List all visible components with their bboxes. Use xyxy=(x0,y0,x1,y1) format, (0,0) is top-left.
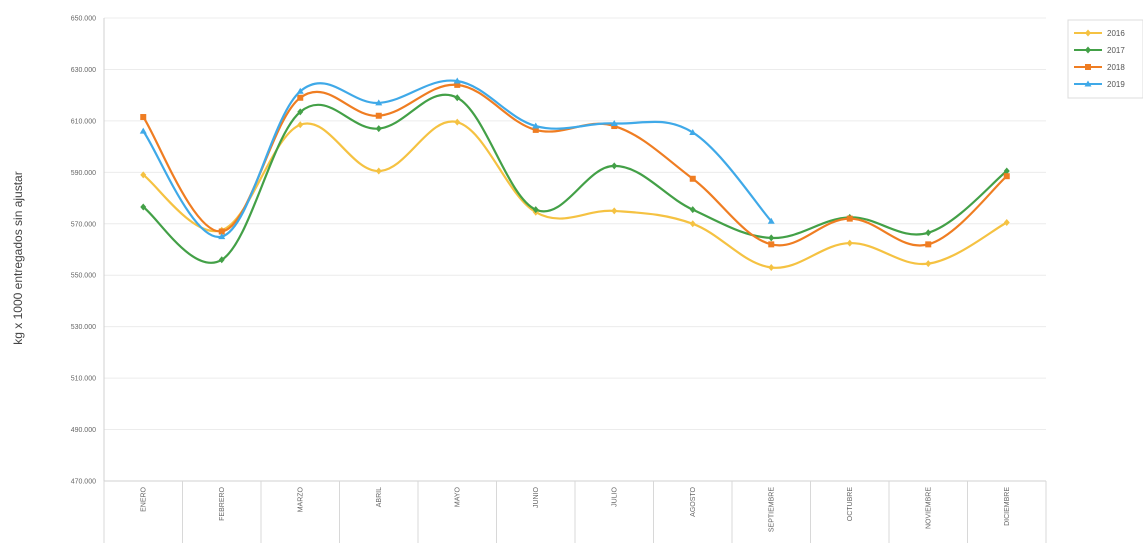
x-tick-label: OCTUBRE xyxy=(847,487,854,522)
data-point-2018 xyxy=(925,241,932,248)
legend-label: 2016 xyxy=(1107,29,1125,38)
y-tick-label: 590.000 xyxy=(71,170,96,177)
data-point-2017 xyxy=(375,125,382,133)
data-point-2019 xyxy=(375,99,383,106)
data-point-2017 xyxy=(768,234,775,242)
legend-marker xyxy=(1085,46,1091,54)
x-tick-label: DICIEMBRE xyxy=(1004,487,1011,526)
data-point-2018 xyxy=(297,94,304,101)
series-2019 xyxy=(139,77,775,240)
data-point-2018 xyxy=(140,114,147,121)
x-tick-label: SEPTIEMBRE xyxy=(768,487,775,532)
legend-box xyxy=(1067,19,1143,99)
legend-item-2019: 2019 xyxy=(1074,80,1125,89)
series-line-2018 xyxy=(142,83,1008,247)
legend-item-2016: 2016 xyxy=(1074,29,1125,38)
y-tick-label: 570.000 xyxy=(71,221,96,228)
y-tick-label: 470.000 xyxy=(71,479,96,486)
legend-label: 2017 xyxy=(1107,46,1125,55)
y-tick-label: 490.000 xyxy=(71,427,96,434)
data-point-2018 xyxy=(611,123,618,130)
data-point-2018 xyxy=(218,228,225,235)
y-tick-label: 550.000 xyxy=(71,273,96,280)
x-tick-label: AGOSTO xyxy=(690,486,697,516)
data-point-2017 xyxy=(454,94,461,102)
series-lines xyxy=(139,77,1010,272)
data-point-2017 xyxy=(925,229,932,237)
legend-item-2017: 2017 xyxy=(1074,46,1125,55)
x-tick-label: FEBRERO xyxy=(219,486,226,520)
data-point-2016 xyxy=(846,239,853,247)
data-point-2018 xyxy=(375,112,382,119)
x-tick-label: MAYO xyxy=(454,486,461,507)
x-tick-label: JULIO xyxy=(611,486,618,506)
data-point-2018 xyxy=(846,215,853,222)
data-point-2017 xyxy=(1003,167,1010,175)
series-line-2017 xyxy=(142,93,1008,264)
data-point-2016 xyxy=(768,264,775,272)
data-point-2016 xyxy=(611,207,618,215)
axes xyxy=(103,18,1046,482)
y-tick-label: 610.000 xyxy=(71,118,96,125)
legend-marker xyxy=(1085,64,1091,70)
x-tick-label: ABRIL xyxy=(376,487,383,507)
y-tick-label: 510.000 xyxy=(71,376,96,383)
data-point-2017 xyxy=(218,256,225,264)
data-point-2017 xyxy=(532,206,539,214)
x-axis-ticks: ENERO FEBRERO MARZO ABRIL MAYO JUNIO JULIO AGOS… xyxy=(103,481,1047,543)
data-point-2018 xyxy=(1003,173,1010,180)
y-axis-label: kg x 1000 entregados sin ajustar xyxy=(11,171,25,344)
y-tick-label: 630.000 xyxy=(71,67,96,74)
y-axis-ticks: 470.000 490.000 510.000 530.000 550.000 570.0… xyxy=(71,16,96,486)
legend-marker xyxy=(1085,29,1091,37)
legend-item-2018: 2018 xyxy=(1074,63,1125,72)
data-point-2016 xyxy=(689,220,696,228)
data-point-2019 xyxy=(610,119,618,126)
y-tick-label: 530.000 xyxy=(71,324,96,331)
data-point-2018 xyxy=(689,175,696,182)
data-point-2019 xyxy=(139,127,147,134)
data-point-2016 xyxy=(375,167,382,175)
data-point-2019 xyxy=(532,122,540,129)
data-point-2018 xyxy=(532,126,539,133)
x-tick-label: MARZO xyxy=(297,486,304,512)
data-point-2017 xyxy=(140,203,147,211)
series-2016 xyxy=(140,118,1010,272)
data-point-2017 xyxy=(297,108,304,116)
data-point-2019 xyxy=(767,217,775,224)
data-point-2016 xyxy=(297,121,304,129)
data-point-2018 xyxy=(768,241,775,248)
x-tick-label: JUNIO xyxy=(533,486,540,508)
x-tick-label: ENERO xyxy=(140,486,147,511)
legend-marker xyxy=(1084,80,1092,87)
data-point-2016 xyxy=(1003,218,1010,226)
y-tick-label: 650.000 xyxy=(71,16,96,23)
data-point-2019 xyxy=(296,87,304,94)
data-point-2016 xyxy=(140,171,147,179)
data-point-2019 xyxy=(453,77,461,84)
data-point-2016 xyxy=(454,118,461,126)
legend-label: 2019 xyxy=(1107,80,1125,89)
data-point-2017 xyxy=(611,162,618,170)
series-2017 xyxy=(140,93,1010,264)
data-point-2017 xyxy=(689,206,696,214)
series-line-2019 xyxy=(142,79,773,238)
legend: 2016 2017 2018 2019 xyxy=(1067,19,1143,99)
data-point-2018 xyxy=(454,81,461,88)
legend-label: 2018 xyxy=(1107,63,1125,72)
x-tick-label: NOVIEMBRE xyxy=(925,487,932,529)
data-point-2016 xyxy=(925,260,932,268)
data-point-2019 xyxy=(218,233,226,240)
data-point-2019 xyxy=(689,128,697,135)
